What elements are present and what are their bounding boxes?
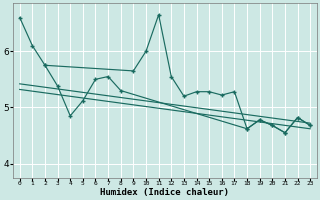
X-axis label: Humidex (Indice chaleur): Humidex (Indice chaleur) — [100, 188, 229, 197]
